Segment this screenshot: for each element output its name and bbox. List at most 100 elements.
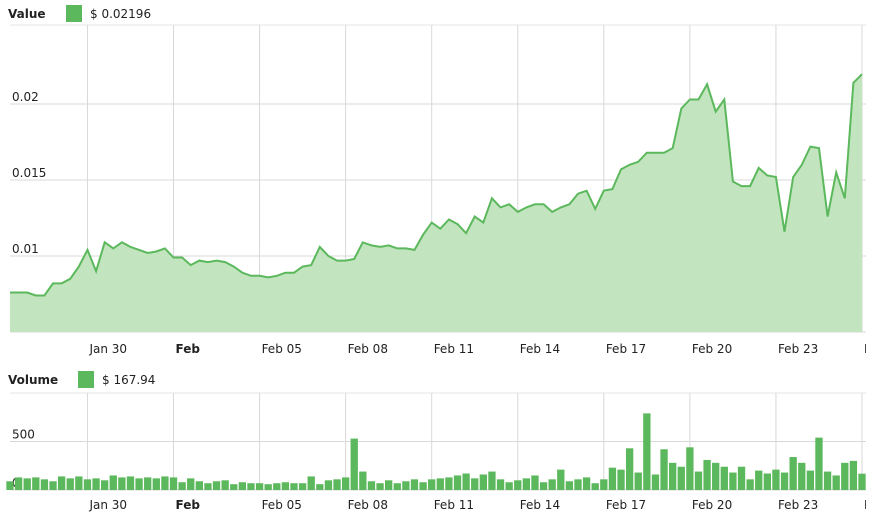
bar [496, 479, 505, 490]
bar [204, 483, 212, 490]
bar [729, 472, 737, 490]
bar [75, 476, 83, 490]
bar [832, 475, 840, 490]
panel-title: Volume [8, 373, 58, 387]
bar [350, 438, 358, 490]
legend-value: $ 0.02196 [90, 7, 151, 21]
bar [780, 472, 789, 490]
bar [737, 466, 746, 490]
bar [608, 467, 617, 490]
bar [514, 480, 522, 490]
area-fill [10, 74, 862, 332]
bar [479, 474, 487, 490]
bar [169, 477, 178, 490]
bar [221, 480, 229, 490]
x-tick-label: Feb 14 [520, 498, 560, 512]
bar [333, 479, 341, 490]
bar [488, 471, 496, 490]
bar [66, 478, 74, 490]
bar [419, 482, 427, 490]
bar [14, 477, 23, 490]
bar [798, 462, 806, 490]
bar [6, 481, 14, 490]
x-tick-label: Feb 20 [692, 342, 732, 356]
y-tick-label: 0.015 [12, 166, 46, 180]
bar [548, 479, 556, 490]
panel-title: Value [8, 7, 46, 21]
bar [600, 479, 608, 490]
bar [32, 477, 40, 490]
x-tick-label: Feb 08 [348, 342, 388, 356]
bar [634, 472, 642, 490]
x-tick-label: Feb [176, 498, 201, 512]
bar [651, 474, 660, 490]
bar [471, 478, 479, 490]
bar [118, 477, 126, 490]
x-tick-label: F [864, 342, 871, 356]
bar [815, 437, 823, 490]
bar [686, 447, 694, 490]
bar [617, 469, 625, 490]
bar [298, 483, 307, 490]
bar [49, 481, 57, 490]
bar [376, 483, 384, 490]
bar [23, 478, 31, 490]
bar [591, 483, 599, 490]
legend-swatch [78, 371, 94, 388]
bar [230, 484, 238, 490]
bar [772, 469, 780, 490]
x-tick-label: Feb 08 [348, 498, 388, 512]
bar [187, 478, 195, 490]
bar [57, 476, 66, 490]
bar [660, 449, 668, 490]
bar [238, 482, 247, 490]
bar [385, 480, 393, 490]
bar [445, 477, 453, 490]
bar [720, 466, 728, 490]
bar [247, 483, 255, 490]
bar [539, 482, 548, 490]
bar [669, 462, 677, 490]
bar [212, 481, 221, 490]
x-tick-label: Feb 23 [778, 342, 818, 356]
x-tick-label: Jan 30 [88, 342, 127, 356]
bar [763, 473, 771, 490]
bar [393, 483, 401, 490]
bar [109, 475, 117, 490]
bar [625, 448, 634, 490]
bar [341, 477, 350, 490]
y-tick-label: 0.02 [12, 90, 39, 104]
y-tick-label: 500 [12, 428, 35, 442]
bar [316, 484, 324, 490]
bar [144, 477, 152, 490]
bar [858, 473, 866, 490]
bar [677, 466, 685, 490]
bar [255, 483, 264, 490]
bar [453, 475, 462, 490]
legend-value: $ 167.94 [102, 373, 155, 387]
x-tick-label: Feb 17 [606, 342, 646, 356]
x-tick-label: Feb 20 [692, 498, 732, 512]
bar [806, 470, 815, 490]
bar [126, 476, 135, 490]
bar [694, 471, 703, 490]
bar [789, 457, 797, 490]
x-tick-label: Feb 05 [262, 498, 302, 512]
bar [643, 413, 651, 490]
bar [83, 479, 92, 490]
bar [273, 483, 281, 490]
bar [367, 481, 376, 490]
x-tick-label: Feb 05 [262, 342, 302, 356]
bar [505, 482, 513, 490]
bar [574, 479, 582, 490]
bar [281, 482, 290, 490]
bar [428, 479, 436, 490]
bar [195, 481, 203, 490]
bar [324, 480, 333, 490]
bar [402, 481, 410, 490]
y-tick-label: 0.01 [12, 242, 39, 256]
x-tick-label: Feb 11 [434, 498, 474, 512]
x-tick-label: Feb 11 [434, 342, 474, 356]
